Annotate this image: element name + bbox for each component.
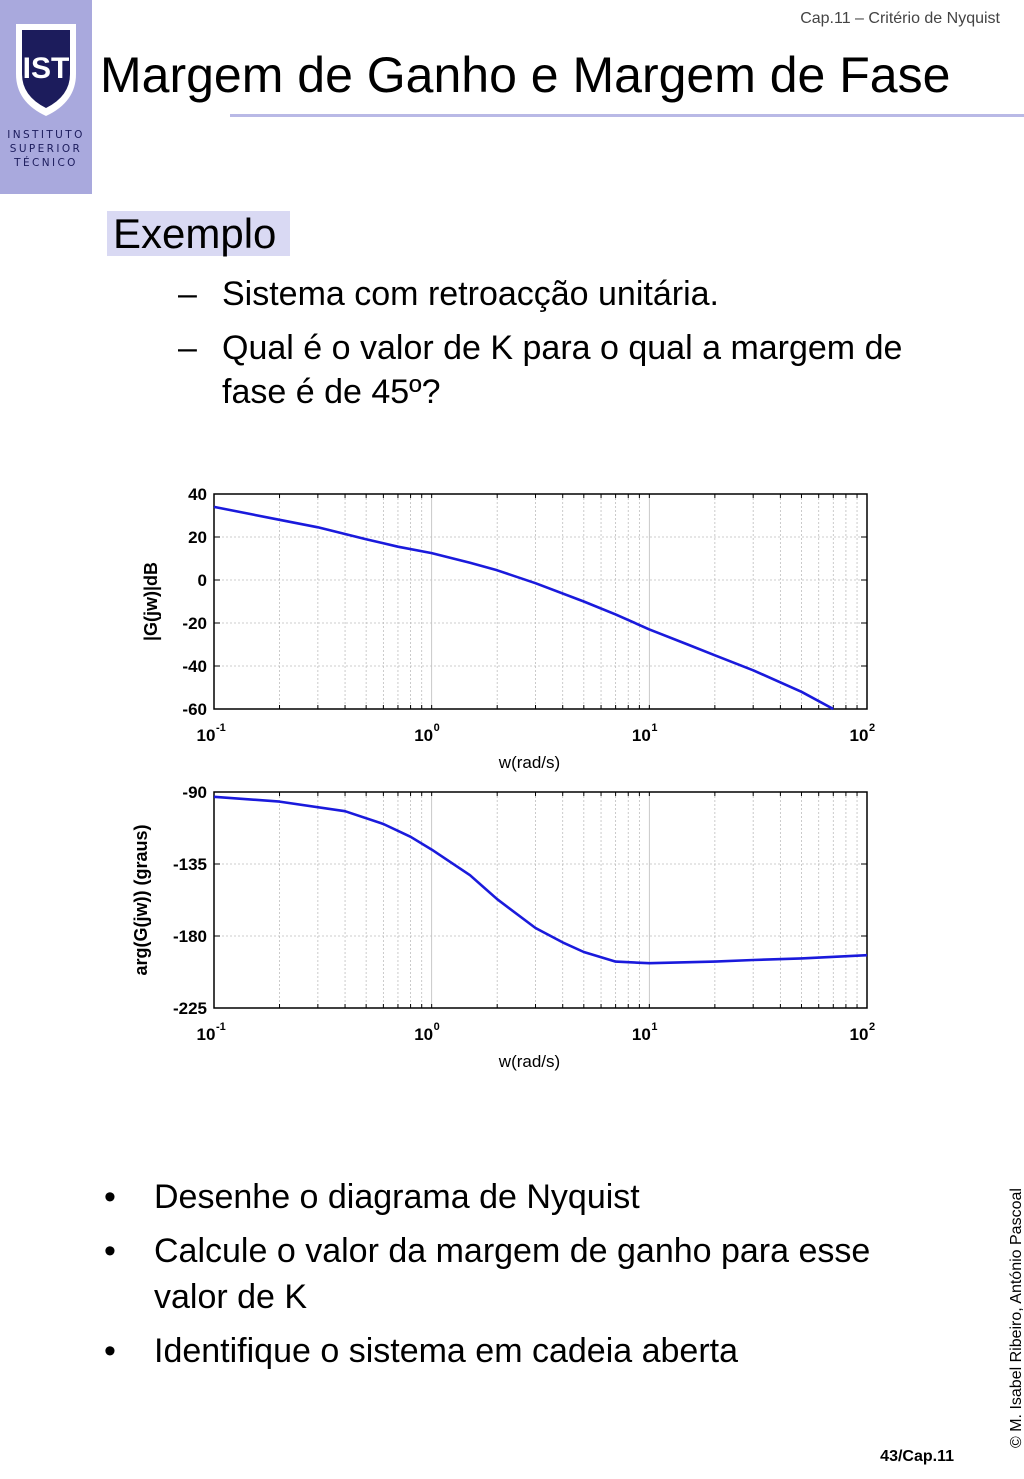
x-tick-exponent: 1 xyxy=(651,722,657,734)
x-tick-exponent: -1 xyxy=(216,722,226,734)
task-text: Calcule o valor da margem de ganho para … xyxy=(154,1232,871,1316)
y-tick-label: 20 xyxy=(188,528,207,547)
dash-item-text: Qual é o valor de K para o qual a margem… xyxy=(222,329,903,411)
series-line xyxy=(213,505,834,711)
x-tick-label: 10 xyxy=(197,1025,216,1044)
ist-shield-icon: IST xyxy=(16,24,76,116)
series-line xyxy=(213,795,868,965)
dash-marker: – xyxy=(178,275,197,313)
task-text: Identifique o sistema em cadeia aberta xyxy=(154,1332,739,1370)
y-axis-label: |G(jw)|dB xyxy=(141,562,161,641)
x-tick-label: 10 xyxy=(632,726,651,745)
bullet-marker: • xyxy=(104,1178,116,1216)
slide-title: Margem de Ganho e Margem de Fase xyxy=(100,47,951,103)
y-tick-label: -135 xyxy=(173,855,207,874)
y-tick-label: 0 xyxy=(198,571,207,590)
x-tick-exponent: 0 xyxy=(434,1021,440,1033)
y-axis-label: arg(G(jw)) (graus) xyxy=(131,824,151,975)
y-tick-label: -20 xyxy=(182,614,207,633)
logo-line-3: TÉCNICO xyxy=(14,157,78,169)
y-tick-label: -40 xyxy=(182,657,207,676)
shield-text: IST xyxy=(23,52,70,85)
dash-item-text: Sistema com retroacção unitária. xyxy=(222,275,719,313)
x-tick-label: 10 xyxy=(197,726,216,745)
x-tick-exponent: 0 xyxy=(434,722,440,734)
y-tick-label: -60 xyxy=(182,700,207,719)
page-number: 43/Cap.11 xyxy=(880,1448,954,1465)
section-label: Exemplo xyxy=(107,211,291,256)
x-tick-label: 10 xyxy=(414,1025,433,1044)
ist-logo: IST INSTITUTO SUPERIOR TÉCNICO xyxy=(0,0,92,194)
dash-marker: – xyxy=(178,329,197,367)
logo-line-1: INSTITUTO xyxy=(7,129,85,141)
x-tick-label: 10 xyxy=(632,1025,651,1044)
bullet-marker: • xyxy=(104,1232,116,1270)
y-tick-label: -180 xyxy=(173,927,207,946)
logo-line-2: SUPERIOR xyxy=(9,143,83,155)
task-text: Desenhe o diagrama de Nyquist xyxy=(154,1178,640,1216)
x-tick-exponent: 2 xyxy=(869,722,875,734)
y-tick-label: -225 xyxy=(173,999,207,1018)
chapter-label: Cap.11 – Critério de Nyquist xyxy=(800,10,1000,27)
plot-frame xyxy=(213,493,868,710)
x-axis-label: w(rad/s) xyxy=(498,753,560,772)
x-tick-label: 10 xyxy=(414,726,433,745)
x-axis-label: w(rad/s) xyxy=(498,1052,560,1071)
x-tick-exponent: -1 xyxy=(216,1021,226,1033)
title-rule xyxy=(230,114,1024,117)
y-tick-label: -90 xyxy=(182,783,207,802)
x-tick-label: 10 xyxy=(850,1025,869,1044)
copyright-notice: © M. Isabel Ribeiro, António Pascoal xyxy=(1008,1188,1024,1448)
plot-frame xyxy=(213,791,868,1009)
y-tick-label: 40 xyxy=(188,485,207,504)
x-tick-exponent: 1 xyxy=(651,1021,657,1033)
x-tick-exponent: 2 xyxy=(869,1021,875,1033)
x-tick-label: 10 xyxy=(850,726,869,745)
bullet-marker: • xyxy=(104,1332,116,1370)
